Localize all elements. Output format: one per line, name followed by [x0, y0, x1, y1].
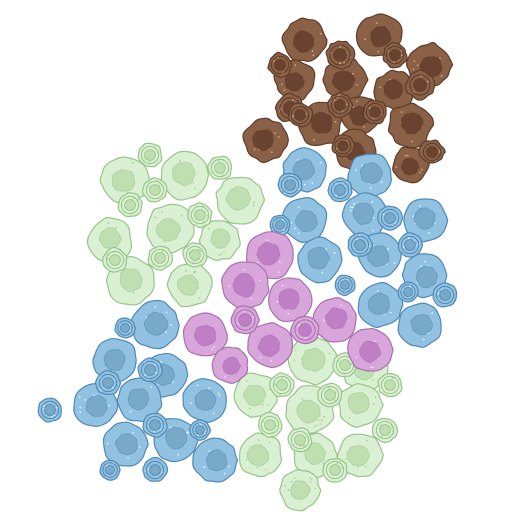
blue-cell-icon — [377, 205, 404, 231]
green-cell-icon — [322, 458, 348, 483]
green-cell-icon — [287, 427, 313, 453]
green-cell-icon — [377, 372, 403, 398]
brown-cell-icon — [373, 69, 416, 112]
brown-cell-group — [242, 13, 454, 184]
brown-cell-icon — [325, 40, 356, 70]
purple-cell-icon — [312, 296, 357, 343]
blue-cell-icon — [102, 421, 149, 467]
green-cell-icon — [199, 220, 241, 262]
brown-cell-icon — [267, 51, 293, 78]
green-cell-icon — [166, 262, 213, 308]
purple-cell-icon — [268, 277, 313, 323]
blue-cell-icon — [347, 153, 392, 198]
blue-cell-icon — [130, 299, 180, 350]
blue-cell-icon — [99, 459, 121, 481]
brown-cell-icon — [242, 117, 290, 164]
purple-cell-icon — [211, 346, 249, 384]
blue-cell-icon — [189, 418, 212, 441]
green-cell-icon — [317, 382, 343, 408]
green-cell-group — [86, 142, 403, 512]
purple-cell-group — [182, 231, 394, 384]
blue-cell-icon — [269, 214, 291, 236]
blue-cell-icon — [116, 377, 163, 423]
brown-cell-icon — [331, 134, 356, 158]
green-cell-icon — [279, 469, 322, 512]
green-cell-icon — [182, 242, 208, 268]
blue-cell-icon — [334, 274, 356, 297]
purple-cell-icon — [347, 327, 394, 372]
green-cell-icon — [137, 142, 163, 168]
green-cell-icon — [258, 411, 283, 439]
green-cell-icon — [215, 176, 266, 225]
blue-cell-icon — [403, 198, 449, 243]
brown-cell-icon — [404, 69, 436, 101]
brown-cell-icon — [418, 139, 446, 164]
blue-cell-icon — [297, 236, 343, 284]
blue-cell-icon — [327, 177, 353, 203]
brown-cell-icon — [382, 41, 408, 69]
purple-cell-icon — [221, 261, 270, 310]
blue-cell-icon — [432, 282, 458, 308]
blue-cell-icon — [182, 378, 227, 423]
green-cell-icon — [207, 155, 233, 180]
blue-cell-icon — [397, 302, 442, 348]
blue-cell-icon — [347, 232, 374, 257]
brown-cell-icon — [281, 17, 328, 62]
blue-cell-icon — [341, 192, 388, 238]
blue-cell-icon — [192, 437, 239, 483]
green-cell-icon — [187, 202, 213, 229]
blue-cell-icon — [142, 456, 169, 482]
purple-cell-icon — [247, 322, 294, 368]
purple-cell-icon — [230, 305, 261, 335]
green-cell-icon — [337, 383, 384, 428]
brown-cell-icon — [362, 99, 387, 125]
brown-cell-icon — [327, 91, 354, 119]
green-cell-icon — [287, 336, 338, 386]
green-cell-icon — [160, 150, 210, 201]
blue-cell-group — [37, 147, 458, 483]
blue-cell-icon — [397, 232, 424, 258]
blue-cell-icon — [397, 281, 419, 303]
green-cell-icon — [146, 203, 195, 254]
green-cell-icon — [238, 432, 282, 478]
blue-cell-icon — [142, 412, 168, 438]
green-cell-icon — [141, 177, 168, 203]
green-cell-icon — [269, 372, 295, 398]
blue-cell-icon — [95, 369, 122, 396]
green-cell-icon — [336, 433, 384, 478]
green-cell-icon — [117, 191, 143, 218]
blue-cell-icon — [37, 397, 62, 423]
blue-cell-icon — [114, 317, 137, 339]
blue-cell-icon — [281, 197, 328, 243]
green-cell-icon — [147, 245, 173, 271]
green-cell-icon — [102, 246, 128, 273]
brown-cell-icon — [287, 102, 314, 128]
green-cell-icon — [371, 417, 399, 444]
green-cell-icon — [99, 156, 151, 204]
blue-cell-icon — [137, 357, 164, 382]
blue-cell-icon — [357, 281, 404, 328]
purple-cell-icon — [289, 315, 320, 345]
blue-cell-icon — [277, 172, 303, 198]
